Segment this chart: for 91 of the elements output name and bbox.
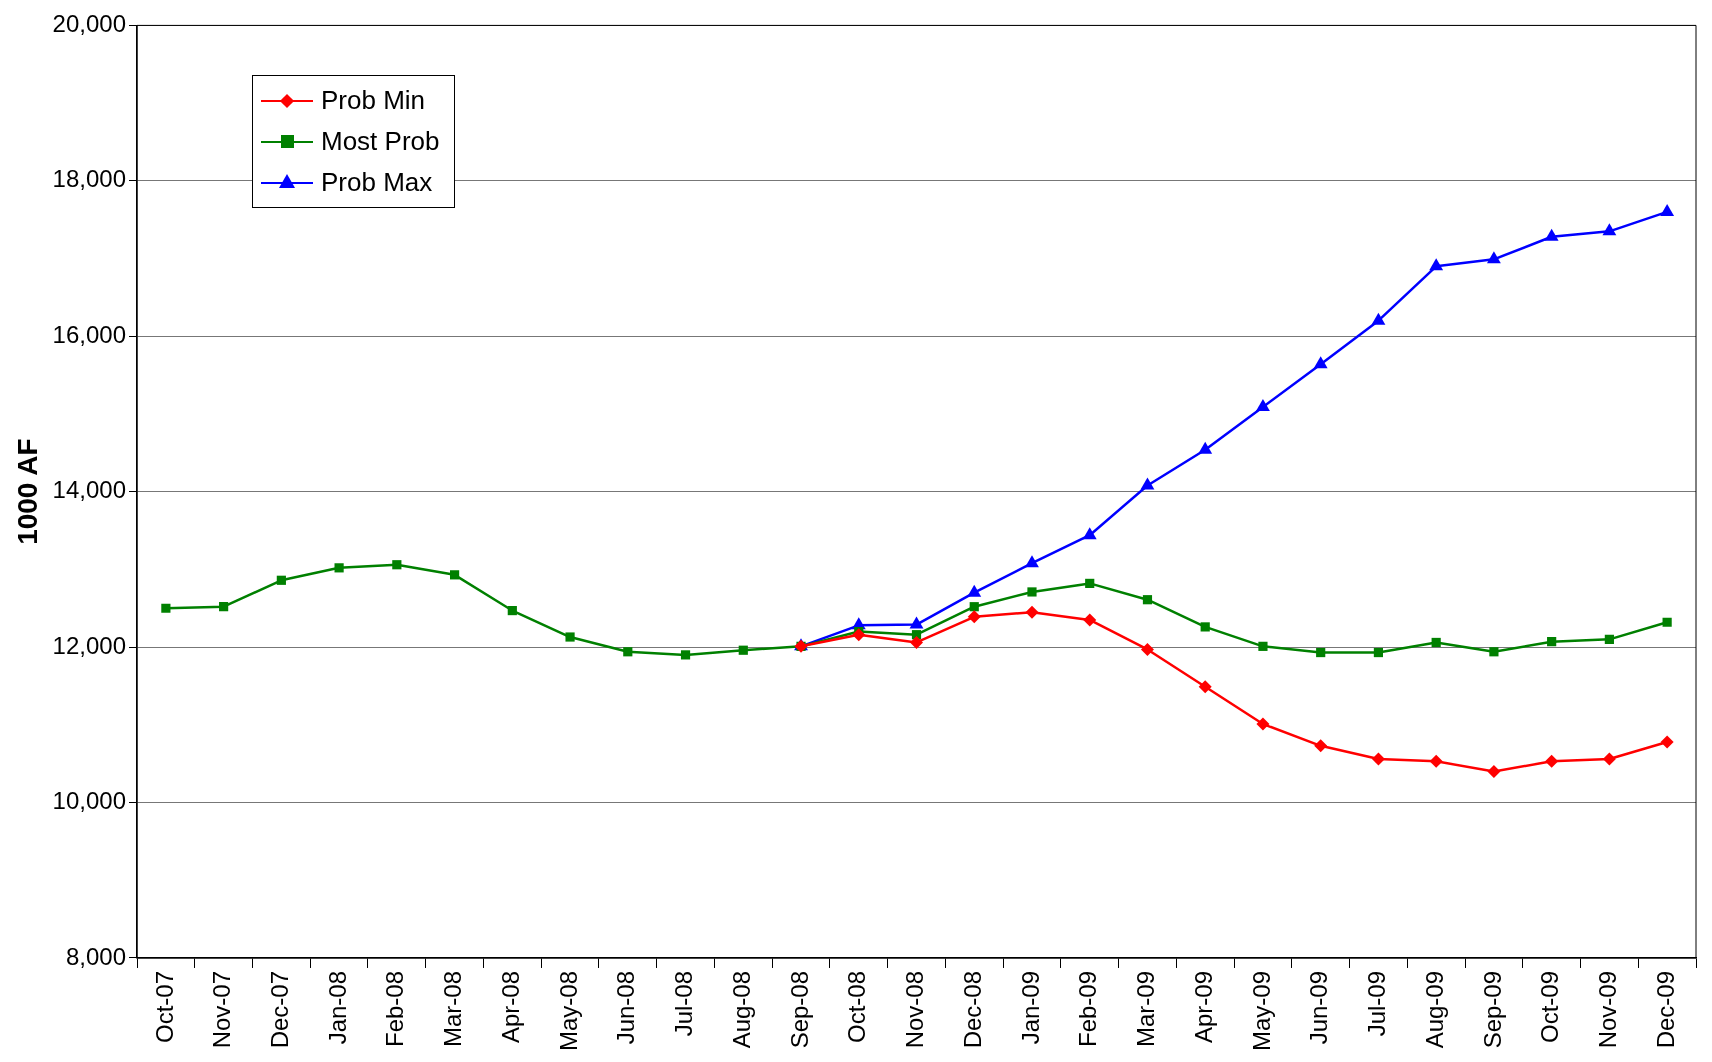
point [1489,647,1499,657]
point [909,616,924,629]
y-tick-label: 14,000 [52,476,127,504]
point [910,635,923,649]
legend-label: Prob Min [321,85,426,117]
x-tick-label: Sep-09 [1478,970,1506,1049]
x-tick-label: Aug-08 [727,970,755,1049]
point [623,647,633,657]
point [161,603,171,613]
x-tick-label: Feb-09 [1074,970,1102,1048]
x-tick-label: Jul-08 [670,970,698,1037]
point [1660,735,1674,749]
x-tick-label: Jan-08 [323,970,351,1045]
point [1027,587,1037,597]
point [1486,251,1501,264]
x-tick-label: Mar-09 [1132,970,1160,1047]
point [967,584,982,597]
point [1082,527,1097,540]
x-tick-label: Mar-08 [439,970,467,1047]
point [1604,634,1614,644]
point [1662,617,1672,627]
point [1316,647,1326,658]
x-tick-label: Aug-09 [1420,970,1448,1049]
y-tick-label: 10,000 [52,787,127,815]
point [1200,622,1210,632]
point [1256,717,1270,731]
point [1431,637,1441,648]
point [1544,228,1559,241]
x-tick-label: Oct-09 [1536,970,1564,1043]
point [392,560,402,570]
point [334,563,344,573]
x-tick-label: Apr-08 [496,970,524,1044]
point [1198,680,1212,694]
x-tick-label: Nov-08 [901,970,929,1049]
y-tick-label: 18,000 [52,165,127,193]
x-tick-label: Nov-09 [1594,970,1622,1049]
point [969,602,979,612]
x-tick-label: Jul-09 [1363,970,1391,1037]
point [1545,754,1559,768]
x-tick-label: Oct-07 [150,970,178,1043]
x-tick-label: Jun-08 [612,970,640,1045]
point [276,575,286,585]
point [1258,641,1268,651]
point [1371,312,1386,325]
point [1198,441,1213,454]
point [967,610,981,624]
point [1602,752,1616,766]
point [1371,752,1385,766]
point [1083,613,1097,627]
point [1429,258,1444,271]
point [1256,398,1270,411]
point [1314,739,1328,753]
legend-label: Most Prob [321,126,440,158]
point [507,605,517,616]
x-tick-label: Jan-09 [1016,970,1044,1045]
x-tick-label: Dec-08 [958,970,986,1049]
y-tick-label: 20,000 [52,10,127,38]
point [852,628,866,642]
point [1025,555,1039,568]
point [1313,356,1328,369]
point [680,650,691,660]
point [219,602,229,612]
point [1140,477,1155,490]
x-tick-label: Sep-08 [785,970,813,1049]
point [1025,605,1039,619]
point [1085,578,1095,588]
x-tick-label: May-09 [1247,970,1275,1051]
point [738,645,748,655]
point [1487,764,1501,778]
x-tick-label: Apr-09 [1189,970,1217,1044]
x-tick-label: Dec-07 [265,970,293,1049]
x-tick-label: May-08 [554,970,582,1051]
y-tick-label: 12,000 [52,631,127,659]
y-axis-title: 1000 AF [11,438,43,545]
point [1660,203,1675,216]
x-tick-label: Jun-09 [1305,970,1333,1045]
point [1429,754,1443,768]
point [1373,647,1384,658]
y-tick-label: 8,000 [65,942,127,970]
point [449,570,460,580]
x-tick-label: Oct-08 [843,970,871,1043]
point [1547,637,1557,647]
point [1140,642,1154,656]
y-tick-label: 16,000 [52,320,127,348]
point [1142,595,1153,605]
x-tick-label: Dec-09 [1651,970,1679,1049]
x-tick-label: Feb-08 [381,970,409,1048]
point [1602,223,1617,236]
x-tick-label: Nov-07 [208,970,236,1049]
legend-label: Prob Max [321,167,433,199]
point [565,632,575,642]
